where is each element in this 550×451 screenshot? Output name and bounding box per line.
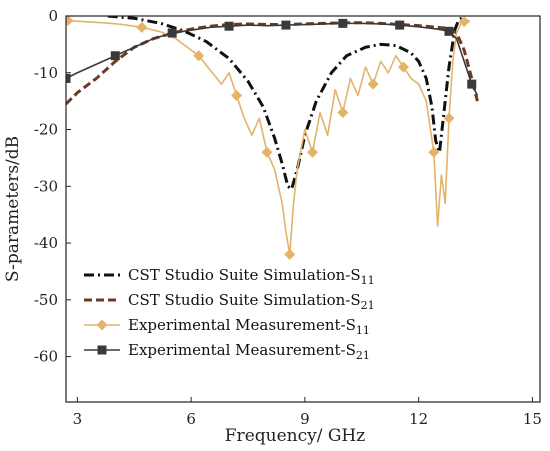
y-tick-label: -20 (34, 121, 58, 139)
plot-area (66, 16, 479, 260)
x-tick-label: 12 (409, 410, 428, 428)
x-axis-title: Frequency/ GHz (225, 426, 365, 446)
series-3-point (458, 16, 470, 28)
y-tick-label: -30 (34, 177, 58, 195)
y-tick-label: -10 (34, 64, 58, 82)
y-axis-title: S-parameters/dB (3, 136, 23, 282)
x-tick-label: 6 (186, 410, 196, 428)
series-3-point (193, 50, 205, 62)
series-4-point (110, 51, 120, 61)
axes: 3 6 9 12 15 0 -10 -20 -30 -40 -50 -60 (34, 7, 542, 428)
legend-label-4: Experimental Measurement-S21 (128, 341, 370, 362)
series-line-1 (107, 16, 466, 191)
series-line-2 (66, 21, 479, 106)
y-tick-label: -60 (34, 348, 58, 366)
y-tick-label: -40 (34, 234, 58, 252)
x-tick-label: 3 (73, 410, 83, 428)
legend-label-2: CST Studio Suite Simulation-S21 (128, 291, 375, 312)
series-4-point (338, 18, 348, 28)
series-line-3 (67, 19, 471, 256)
series-3-point (367, 78, 379, 90)
x-tick-label: 15 (523, 410, 542, 428)
series-3-point (397, 61, 409, 73)
series-3-point (443, 112, 455, 124)
y-tick-label: -50 (34, 291, 58, 309)
series-4-point (395, 20, 405, 30)
x-tick-label: 9 (300, 410, 310, 428)
legend-label-1: CST Studio Suite Simulation-S11 (128, 266, 375, 287)
series-3-point (66, 16, 74, 27)
series-4-point (467, 79, 477, 89)
series-3-point (284, 248, 296, 260)
y-tick-label: 0 (48, 7, 58, 25)
plot-frame (65, 15, 541, 403)
series-4-point (167, 28, 177, 38)
series-4-point (224, 21, 234, 31)
series-4-point (66, 73, 71, 83)
series-3-point (261, 146, 273, 158)
legend-marker-4 (97, 345, 107, 355)
legend-label-3: Experimental Measurement-S11 (128, 316, 370, 337)
series-4-point (444, 26, 454, 36)
series-4-point (281, 20, 291, 30)
legend: CST Studio Suite Simulation-S11 CST Studi… (84, 266, 375, 362)
legend-marker-3 (96, 319, 108, 331)
series-3-point (428, 146, 440, 158)
series-3-point (136, 21, 148, 33)
series-3-point (337, 107, 349, 118)
series-3-point (231, 89, 243, 101)
series-3-point (306, 146, 318, 158)
